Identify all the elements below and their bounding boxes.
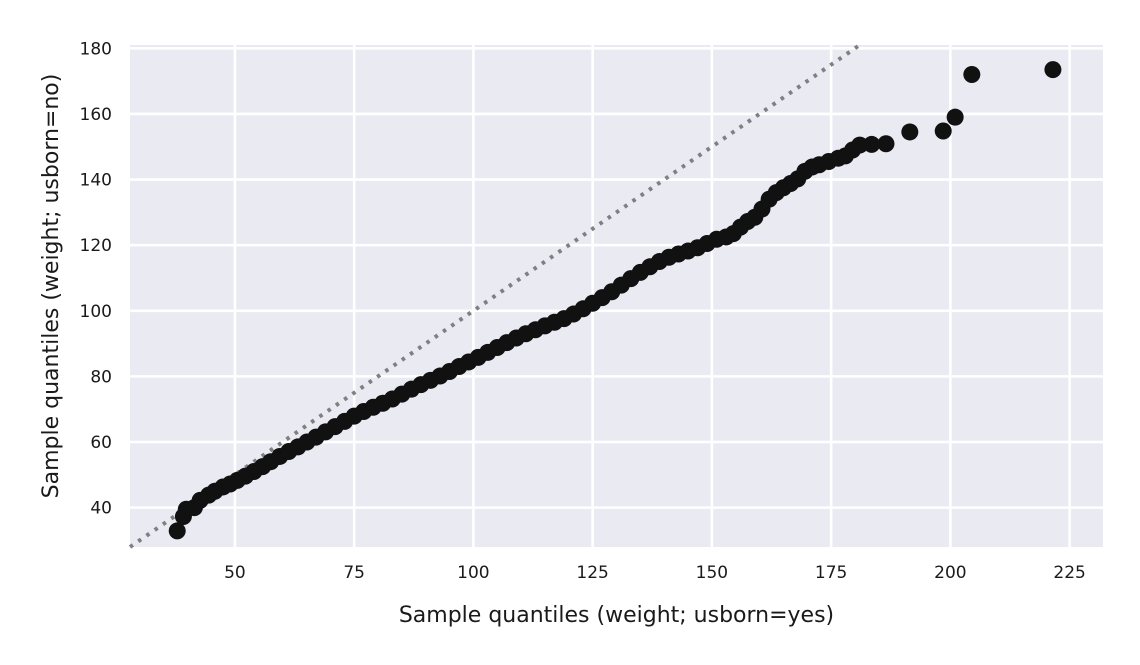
data-point <box>934 122 952 140</box>
reference-line <box>128 43 861 549</box>
x-tick-label: 200 <box>934 563 966 583</box>
x-tick-labels: 50 75 100 125 150 175 200 225 <box>224 563 1086 583</box>
x-tick-label: 125 <box>576 563 608 583</box>
y-tick-labels: 40 60 80 100 120 140 160 180 <box>80 39 112 518</box>
data-point <box>168 522 186 540</box>
data-point <box>963 66 981 84</box>
data-points <box>168 61 1062 540</box>
data-point <box>863 135 881 153</box>
y-tick-label: 160 <box>80 105 112 125</box>
data-point <box>946 108 964 126</box>
y-tick-label: 100 <box>80 302 112 322</box>
x-tick-label: 100 <box>457 563 489 583</box>
y-tick-label: 180 <box>80 39 112 59</box>
x-tick-label: 75 <box>343 563 365 583</box>
y-tick-label: 60 <box>90 433 112 453</box>
data-point <box>901 123 919 141</box>
data-point <box>877 135 895 153</box>
x-tick-label: 150 <box>696 563 728 583</box>
grid <box>130 45 1103 547</box>
y-tick-label: 140 <box>80 171 112 191</box>
y-tick-label: 120 <box>80 236 112 256</box>
reference-line-segment <box>128 43 861 549</box>
x-tick-label: 50 <box>224 563 246 583</box>
x-axis-label: Sample quantiles (weight; usborn=yes) <box>399 603 834 628</box>
x-tick-label: 225 <box>1053 563 1085 583</box>
x-tick-label: 175 <box>815 563 847 583</box>
y-axis-label: Sample quantiles (weight; usborn=no) <box>39 74 64 499</box>
y-tick-label: 40 <box>90 499 112 519</box>
y-tick-label: 80 <box>90 367 112 387</box>
data-point <box>1044 61 1062 79</box>
